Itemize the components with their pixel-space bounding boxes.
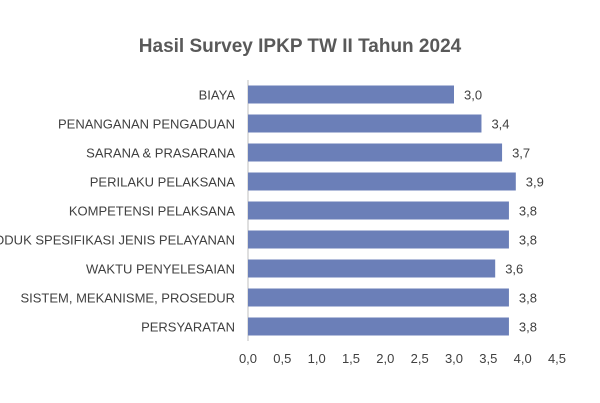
category-label: SARANA & PRASARANA: [86, 146, 235, 161]
bar: [248, 143, 503, 162]
category-label: PERSYARATAN: [141, 320, 235, 335]
category-label: PERILAKU PELAKSANA: [90, 175, 236, 190]
x-tick-label: 4,0: [514, 351, 532, 366]
category-label: WAKTU PENYELESAIAN: [86, 262, 235, 277]
bar: [248, 85, 454, 104]
x-tick-label: 1,0: [308, 351, 326, 366]
category-label: PENANGANAN PENGADUAN: [58, 117, 235, 132]
bar: [248, 230, 509, 249]
value-labels: 3,0 3,43,7 3,9 3,8 3,8 3,6 3,8 3,8: [464, 88, 544, 335]
x-tick-label: 1,5: [342, 351, 360, 366]
bar: [248, 201, 509, 220]
x-tick-label: 0,0: [239, 351, 257, 366]
bar: [248, 259, 496, 278]
bar: [248, 114, 482, 133]
x-tick-label: 4,5: [548, 351, 566, 366]
data-label: 3,9: [526, 175, 544, 190]
category-label: SISTEM, MEKANISME, PROSEDUR: [20, 291, 235, 306]
data-label: 3,4: [491, 117, 509, 132]
category-label: BIAYA: [199, 88, 236, 103]
category-labels: BIAYA PENANGANAN PENGADUAN SARANA & PRASAR…: [0, 88, 235, 335]
data-label: 3,8: [519, 233, 537, 248]
x-tick-label: 2,5: [411, 351, 429, 366]
data-label: 3,8: [519, 291, 537, 306]
x-tick-labels: 0,0 0,5 1,0 1,5 2,0 2,5 3,0 3,5 4,0 4,5: [239, 351, 566, 366]
chart-title: Hasil Survey IPKP TW II Tahun 2024: [139, 36, 462, 57]
category-label: KOMPETENSI PELAKSANA: [69, 204, 235, 219]
x-tick-label: 0,5: [273, 351, 291, 366]
x-tick-label: 3,0: [445, 351, 463, 366]
data-label: 3,7: [512, 146, 530, 161]
bar: [248, 317, 509, 336]
bar: [248, 288, 509, 307]
data-label: 3,6: [505, 262, 523, 277]
data-label: 3,8: [519, 204, 537, 219]
data-label: 3,0: [464, 88, 482, 103]
x-tick-label: 3,5: [479, 351, 497, 366]
category-label: PRODUK SPESIFIKASI JENIS PELAYANAN: [0, 233, 235, 248]
bar: [248, 172, 516, 191]
bars-layer: [248, 85, 516, 336]
data-label: 3,8: [519, 320, 537, 335]
x-tick-label: 2,0: [376, 351, 394, 366]
